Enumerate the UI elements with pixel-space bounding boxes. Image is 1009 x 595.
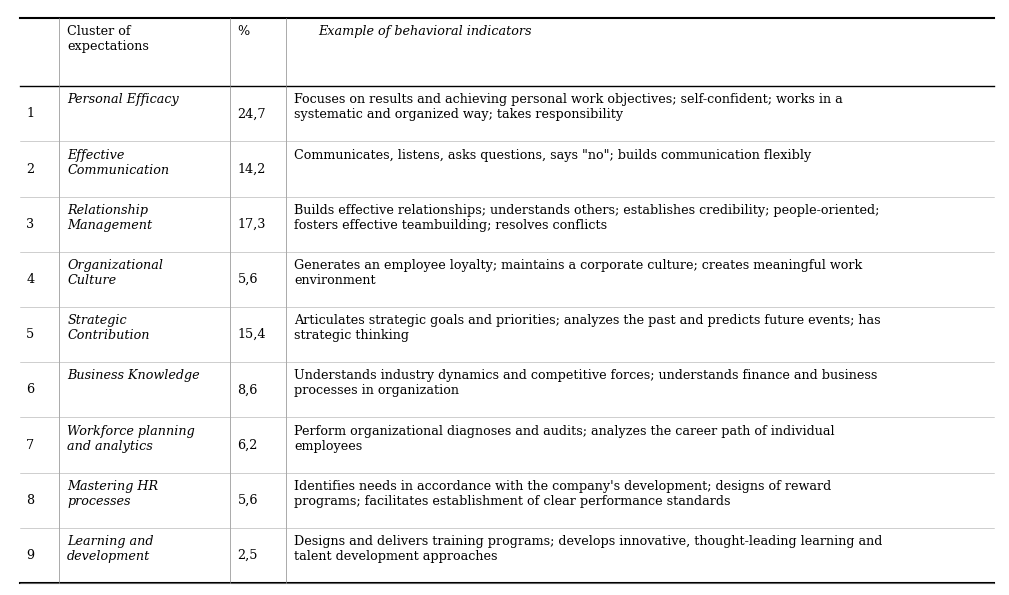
Text: Mastering HR
processes: Mastering HR processes <box>68 480 158 508</box>
Text: 7: 7 <box>26 439 34 452</box>
Text: Communicates, listens, asks questions, says "no"; builds communication flexibly: Communicates, listens, asks questions, s… <box>294 149 811 162</box>
Text: Designs and delivers training programs; develops innovative, thought-leading lea: Designs and delivers training programs; … <box>294 535 883 563</box>
Text: Effective
Communication: Effective Communication <box>68 149 170 177</box>
Text: 1: 1 <box>26 107 34 120</box>
Text: Builds effective relationships; understands others; establishes credibility; peo: Builds effective relationships; understa… <box>294 204 880 232</box>
Text: 15,4: 15,4 <box>237 328 266 341</box>
Text: 2: 2 <box>26 162 34 176</box>
Text: 2,5: 2,5 <box>237 549 258 562</box>
Text: Identifies needs in accordance with the company's development; designs of reward: Identifies needs in accordance with the … <box>294 480 831 508</box>
Text: 8,6: 8,6 <box>237 383 258 396</box>
Text: 9: 9 <box>26 549 34 562</box>
Text: Understands industry dynamics and competitive forces; understands finance and bu: Understands industry dynamics and compet… <box>294 369 878 397</box>
Text: Example of behavioral indicators: Example of behavioral indicators <box>318 25 532 38</box>
Text: Workforce planning
and analytics: Workforce planning and analytics <box>68 425 195 453</box>
Text: Perform organizational diagnoses and audits; analyzes the career path of individ: Perform organizational diagnoses and aud… <box>294 425 834 453</box>
Text: Relationship
Management: Relationship Management <box>68 204 152 232</box>
Text: Organizational
Culture: Organizational Culture <box>68 259 163 287</box>
Text: 5,6: 5,6 <box>237 494 258 507</box>
Text: 24,7: 24,7 <box>237 107 266 120</box>
Text: 4: 4 <box>26 273 34 286</box>
Text: Focuses on results and achieving personal work objectives; self-confident; works: Focuses on results and achieving persona… <box>294 93 843 121</box>
Text: %: % <box>237 25 250 38</box>
Text: Articulates strategic goals and priorities; analyzes the past and predicts futur: Articulates strategic goals and prioriti… <box>294 314 881 342</box>
Text: Cluster of
expectations: Cluster of expectations <box>68 25 149 53</box>
Text: 6,2: 6,2 <box>237 439 258 452</box>
Text: Learning and
development: Learning and development <box>68 535 153 563</box>
Text: Personal Efficacy: Personal Efficacy <box>68 93 179 107</box>
Text: 3: 3 <box>26 218 34 231</box>
Text: 5,6: 5,6 <box>237 273 258 286</box>
Text: Strategic
Contribution: Strategic Contribution <box>68 314 149 342</box>
Text: Generates an employee loyalty; maintains a corporate culture; creates meaningful: Generates an employee loyalty; maintains… <box>294 259 863 287</box>
Text: Business Knowledge: Business Knowledge <box>68 369 200 383</box>
Text: 6: 6 <box>26 383 34 396</box>
Text: 17,3: 17,3 <box>237 218 266 231</box>
Text: 5: 5 <box>26 328 34 341</box>
Text: 14,2: 14,2 <box>237 162 266 176</box>
Text: 8: 8 <box>26 494 34 507</box>
